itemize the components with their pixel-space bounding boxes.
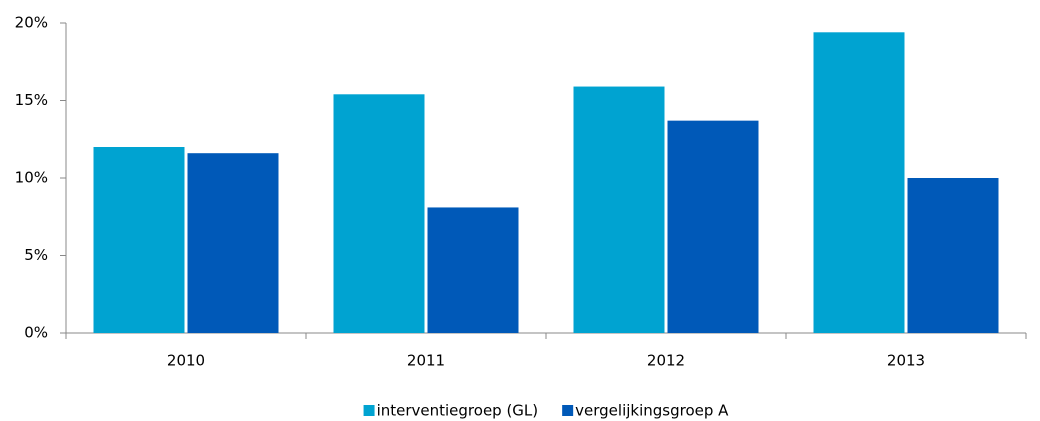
legend-swatch <box>363 405 375 416</box>
x-tick-label: 2013 <box>887 352 925 370</box>
bar <box>907 178 999 333</box>
legend-swatch <box>562 405 574 416</box>
y-tick-label: 5% <box>24 246 48 264</box>
bar <box>813 32 905 334</box>
bar <box>667 120 759 334</box>
x-tick-label: 2012 <box>647 352 685 370</box>
x-tick-label: 2010 <box>167 352 205 370</box>
y-tick-label: 10% <box>15 169 48 187</box>
legend-label: interventiegroep (GL) <box>377 402 539 420</box>
bar <box>333 94 425 333</box>
x-tick-label: 2011 <box>407 352 445 370</box>
bar <box>573 86 665 333</box>
bar <box>187 153 279 333</box>
y-tick-label: 0% <box>24 324 48 342</box>
y-tick-label: 20% <box>15 14 48 32</box>
bar <box>93 147 185 333</box>
legend-label: vergelijkingsgroep A <box>575 402 729 420</box>
y-tick-label: 15% <box>15 91 48 109</box>
bar <box>427 207 519 333</box>
